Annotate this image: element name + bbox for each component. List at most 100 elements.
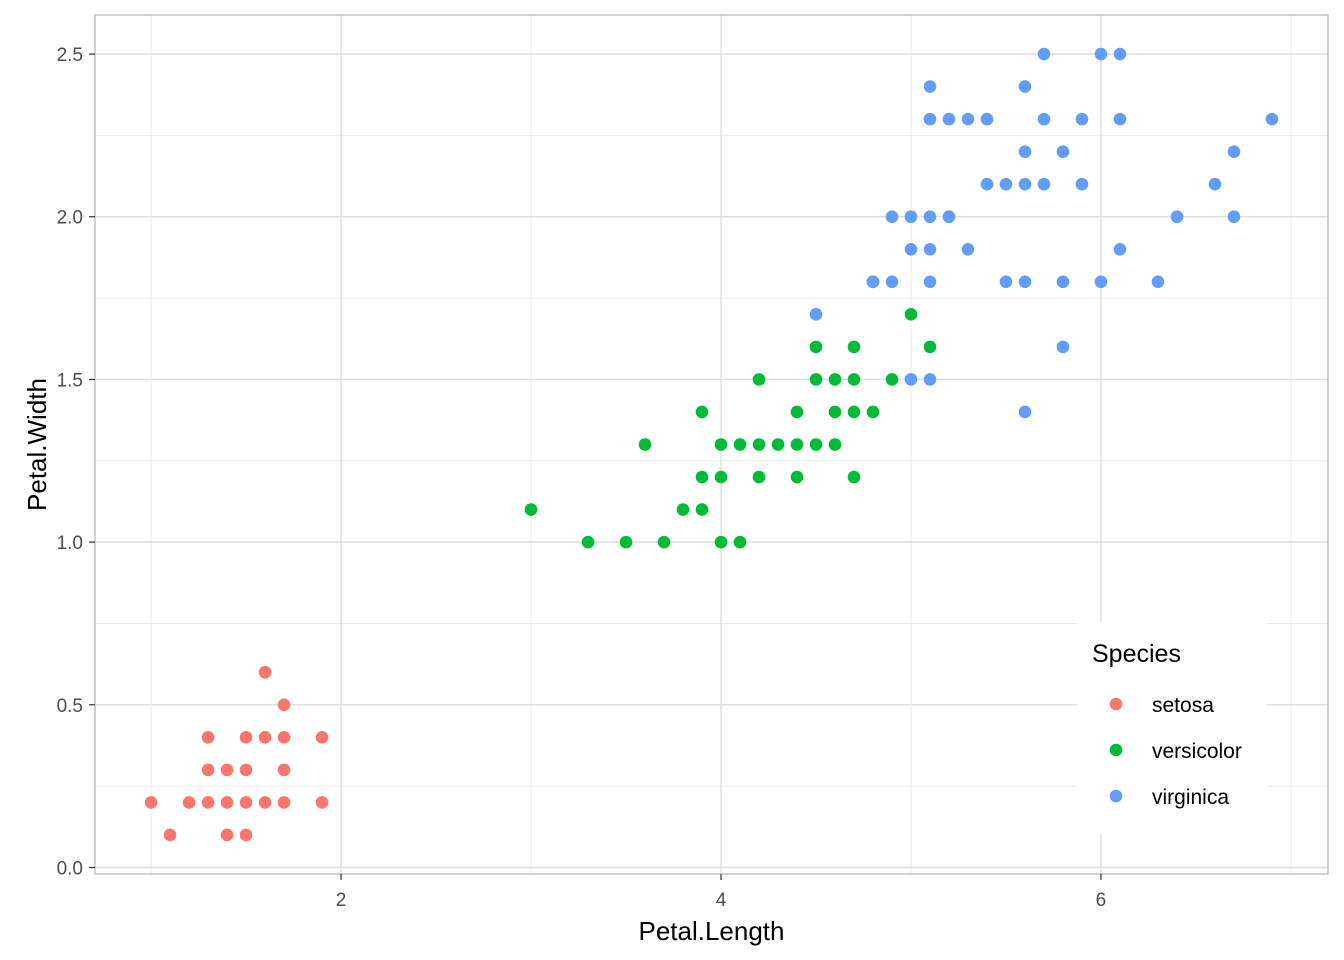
point-virginica [1208, 177, 1222, 191]
point-virginica [1056, 275, 1070, 289]
point-virginica [1056, 340, 1070, 354]
legend-key-virginica [1109, 789, 1123, 803]
point-virginica [809, 308, 823, 321]
y-tick-label: 1.0 [57, 533, 83, 554]
point-virginica [1018, 80, 1032, 93]
point-versicolor [752, 373, 766, 386]
point-virginica [980, 112, 994, 126]
point-versicolor [885, 373, 899, 386]
point-virginica [1227, 210, 1241, 224]
point-versicolor [695, 470, 709, 484]
point-virginica [1227, 145, 1241, 158]
point-setosa [239, 731, 253, 744]
legend-key-setosa [1109, 697, 1123, 711]
point-virginica [1151, 275, 1165, 289]
plot-border [94, 14, 1329, 875]
point-versicolor [847, 340, 861, 354]
point-setosa [201, 796, 215, 809]
legend-box [1077, 623, 1267, 833]
point-setosa [315, 796, 329, 809]
point-setosa [239, 796, 253, 809]
legend-label-setosa: setosa [1152, 694, 1214, 717]
data-points [144, 47, 1279, 842]
point-virginica [942, 210, 956, 224]
y-tick-label: 2.0 [57, 208, 83, 229]
legend-key-versicolor [1109, 743, 1123, 757]
point-setosa [258, 796, 272, 809]
point-setosa [201, 731, 215, 744]
point-versicolor [809, 373, 823, 386]
point-virginica [999, 177, 1013, 191]
point-virginica [999, 275, 1013, 289]
point-virginica [904, 242, 918, 256]
x-axis-title: Petal.Length [638, 916, 784, 946]
point-versicolor [847, 470, 861, 484]
legend-items: setosa versicolor virginica [1109, 694, 1242, 809]
point-setosa [220, 828, 234, 842]
point-virginica [1170, 210, 1184, 224]
point-versicolor [809, 438, 823, 451]
point-virginica [1113, 112, 1127, 126]
point-virginica [1075, 112, 1089, 126]
point-versicolor [847, 405, 861, 419]
point-versicolor [733, 438, 747, 451]
point-setosa [144, 796, 158, 809]
point-setosa [220, 796, 234, 809]
point-versicolor [581, 535, 595, 549]
point-versicolor [657, 535, 671, 549]
point-virginica [1075, 177, 1089, 191]
x-tick-label: 4 [716, 890, 727, 911]
y-tick-label: 2.5 [57, 45, 83, 66]
point-setosa [258, 665, 272, 679]
point-versicolor [695, 405, 709, 419]
point-versicolor [790, 438, 804, 451]
point-setosa [239, 828, 253, 842]
point-versicolor [790, 470, 804, 484]
point-virginica [1018, 275, 1032, 289]
point-virginica [961, 242, 975, 256]
point-virginica [1113, 242, 1127, 256]
point-versicolor [638, 438, 652, 451]
point-setosa [277, 698, 291, 712]
point-setosa [163, 828, 177, 842]
point-virginica [1018, 405, 1032, 419]
point-versicolor [828, 405, 842, 419]
point-virginica [1113, 47, 1127, 61]
point-virginica [1037, 177, 1051, 191]
x-tick-label: 2 [336, 890, 347, 911]
point-virginica [923, 242, 937, 256]
point-versicolor [714, 535, 728, 549]
point-setosa [182, 796, 196, 809]
point-setosa [277, 796, 291, 809]
point-virginica [904, 210, 918, 224]
point-virginica [1018, 177, 1032, 191]
point-versicolor [752, 438, 766, 451]
point-virginica [923, 210, 937, 224]
point-versicolor [828, 438, 842, 451]
point-virginica [866, 275, 880, 289]
point-setosa [277, 763, 291, 777]
point-setosa [239, 763, 253, 777]
legend-label-virginica: virginica [1152, 786, 1229, 809]
point-versicolor [790, 405, 804, 419]
point-versicolor [828, 373, 842, 386]
y-tick-label: 0.0 [57, 858, 83, 879]
legend-title: Species [1092, 640, 1181, 668]
y-axis-title: Petal.Width [22, 378, 52, 511]
point-virginica [923, 112, 937, 126]
point-virginica [923, 275, 937, 289]
point-versicolor [714, 470, 728, 484]
point-versicolor [866, 405, 880, 419]
point-virginica [885, 275, 899, 289]
point-virginica [1037, 47, 1051, 61]
point-virginica [1037, 112, 1051, 126]
point-virginica [1056, 145, 1070, 158]
point-versicolor [695, 503, 709, 516]
point-virginica [1094, 275, 1108, 289]
point-versicolor [733, 535, 747, 549]
point-versicolor [847, 373, 861, 386]
point-versicolor [771, 438, 785, 451]
point-versicolor [524, 503, 538, 516]
